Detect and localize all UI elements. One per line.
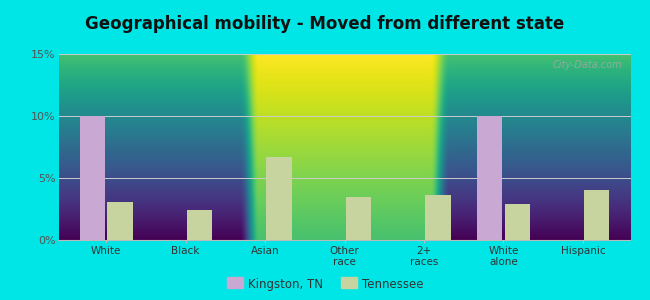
Bar [425, 195, 450, 240]
Bar [187, 210, 212, 240]
Bar [584, 190, 610, 240]
Bar [79, 116, 105, 240]
Text: Geographical mobility - Moved from different state: Geographical mobility - Moved from diffe… [85, 15, 565, 33]
Bar [266, 157, 292, 240]
Bar [346, 196, 371, 240]
Bar [107, 202, 133, 240]
Text: City-Data.com: City-Data.com [552, 60, 622, 70]
Legend: Kingston, TN, Tennessee: Kingston, TN, Tennessee [223, 274, 427, 294]
Bar [504, 204, 530, 240]
Bar [476, 116, 502, 240]
